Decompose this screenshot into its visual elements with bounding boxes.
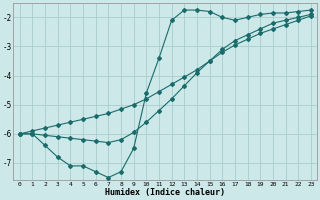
X-axis label: Humidex (Indice chaleur): Humidex (Indice chaleur): [105, 188, 225, 197]
